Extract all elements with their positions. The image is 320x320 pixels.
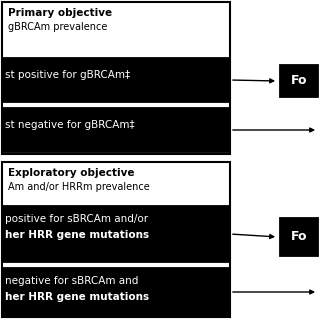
Text: Am and/or HRRm prevalence: Am and/or HRRm prevalence [8,182,150,192]
Bar [2,58,230,102]
Text: Primary objective: Primary objective [8,8,112,18]
Text: Fo: Fo [291,230,307,244]
Text: her HRR gene mutations: her HRR gene mutations [5,230,149,240]
Text: Exploratory objective: Exploratory objective [8,168,134,178]
Text: her HRR gene mutations: her HRR gene mutations [5,292,149,302]
Bar [2,162,230,317]
Bar [2,108,230,152]
Text: positive for sBRCAm and/or: positive for sBRCAm and/or [5,214,148,224]
Text: Fo: Fo [291,75,307,87]
Text: st negative for gBRCAm‡: st negative for gBRCAm‡ [5,120,135,130]
Text: negative for sBRCAm and: negative for sBRCAm and [5,276,138,286]
Bar [2,206,230,262]
Text: st positive for gBRCAm‡: st positive for gBRCAm‡ [5,70,130,80]
Bar [2,268,230,317]
Bar [2,2,230,154]
Bar [280,65,318,97]
Bar [280,218,318,256]
Text: gBRCAm prevalence: gBRCAm prevalence [8,22,108,32]
